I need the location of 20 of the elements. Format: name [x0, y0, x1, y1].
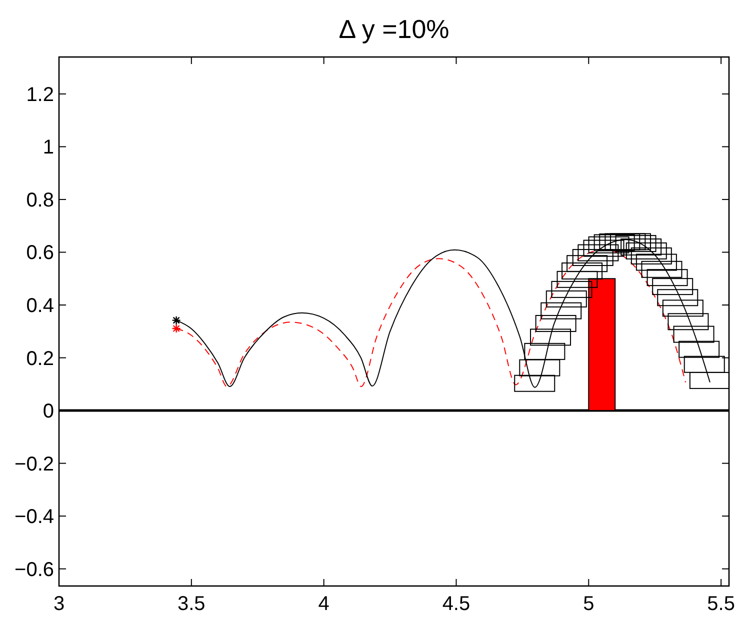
y-tick-label: 0.2: [26, 348, 54, 370]
x-tick-label: 3.5: [178, 593, 206, 615]
x-tick-label: 5.5: [707, 593, 735, 615]
y-tick-label: −0.4: [14, 506, 54, 528]
y-tick-label: 0.8: [26, 189, 54, 212]
y-tick-label: 0: [42, 400, 54, 423]
line-series: [176, 249, 686, 388]
x-tick-label: 5: [583, 593, 594, 615]
y-tick-label: −0.2: [14, 453, 54, 476]
x-tick-label: 3: [53, 593, 65, 615]
point: [172, 324, 181, 334]
point: [172, 316, 181, 325]
y-tick-label: 1.2: [26, 84, 54, 106]
chart-title: Δ y =10%: [338, 14, 450, 44]
y-tick-label: −0.6: [14, 558, 54, 581]
y-tick-label: 0.6: [26, 242, 54, 264]
y-tick-label: 1: [42, 136, 54, 159]
x-tick-label: 4.5: [442, 593, 470, 615]
y-tick-label: 0.4: [26, 295, 54, 318]
x-tick-label: 4: [318, 593, 330, 615]
